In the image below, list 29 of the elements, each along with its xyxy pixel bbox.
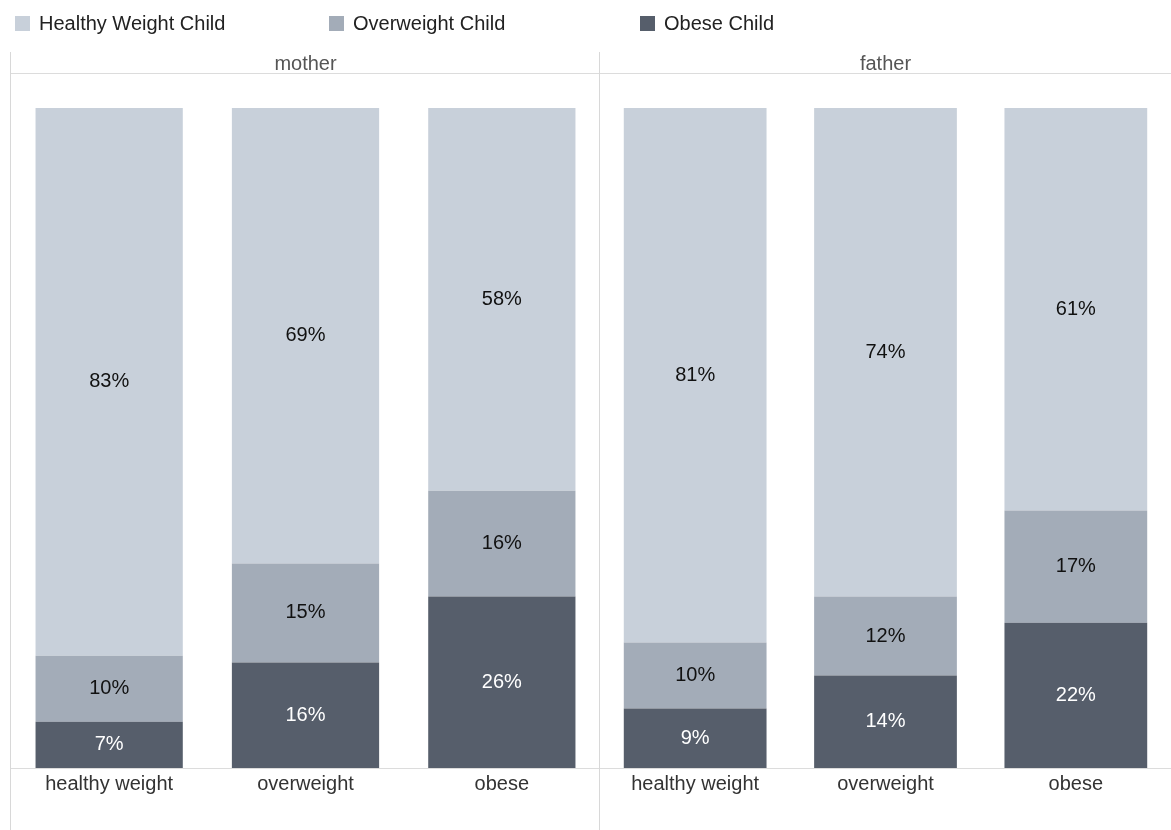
x-tick-label: overweight [837, 771, 935, 794]
data-label: 17% [1055, 554, 1097, 577]
data-label: 16% [481, 531, 523, 554]
data-label: 22% [1055, 682, 1097, 705]
x-tick-label: overweight [257, 771, 355, 794]
data-label: 69% [285, 323, 326, 346]
x-tick-label: healthy weight [45, 771, 174, 794]
x-tick-label: obese [1048, 771, 1104, 794]
data-label: 10% [89, 676, 130, 699]
legend-label: Healthy Weight Child [39, 12, 226, 35]
data-label: 7% [94, 732, 124, 755]
data-label: 14% [865, 709, 906, 732]
chart-title: father [859, 51, 912, 74]
data-label: 15% [285, 600, 326, 623]
data-label: 61% [1055, 296, 1097, 319]
legend-label: Obese Child [664, 12, 775, 35]
chart-title: mother [274, 51, 337, 74]
data-label: 12% [865, 623, 906, 646]
x-tick-label: healthy weight [631, 771, 760, 794]
data-label: 74% [865, 339, 906, 362]
data-label: 16% [285, 702, 326, 725]
data-label: 83% [89, 369, 130, 392]
data-label: 81% [675, 362, 716, 385]
data-label: 26% [481, 669, 523, 692]
x-tick-label: obese [474, 771, 530, 794]
data-label: 58% [481, 286, 523, 309]
data-label: 9% [680, 725, 710, 748]
legend-label: Overweight Child [353, 12, 506, 35]
data-label: 10% [675, 663, 716, 686]
